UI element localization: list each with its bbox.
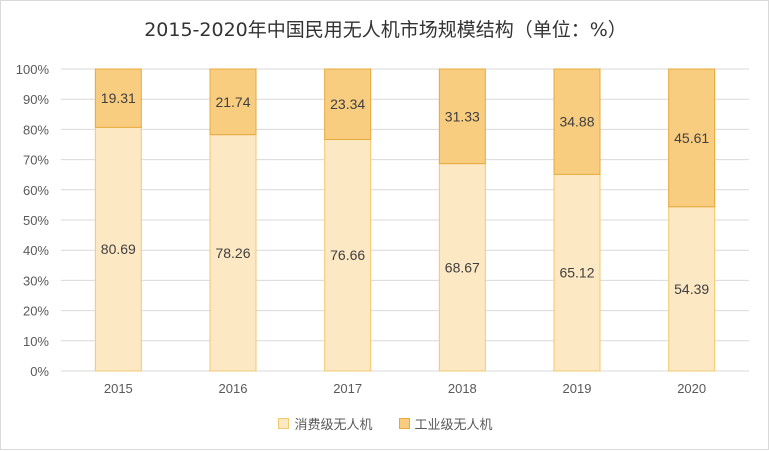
x-tick-label: 2015 (104, 381, 133, 396)
bar-industrial (668, 68, 716, 208)
x-tick-label: 2020 (677, 381, 706, 396)
data-label-consumer: 54.39 (674, 281, 709, 297)
x-tick-label: 2018 (448, 381, 477, 396)
data-label-industrial: 31.33 (445, 108, 480, 124)
bar-consumer (324, 138, 372, 372)
y-tick-label: 60% (23, 183, 49, 198)
legend: 消费级无人机 工业级无人机 (1, 414, 769, 433)
data-label-industrial: 19.31 (101, 90, 136, 106)
bar-consumer (668, 206, 716, 372)
data-label-consumer: 80.69 (101, 241, 136, 257)
data-label-industrial: 34.88 (559, 114, 594, 130)
bar-consumer (209, 134, 257, 372)
data-label-consumer: 78.26 (215, 245, 250, 261)
y-tick-label: 100% (16, 62, 50, 77)
data-label-consumer: 76.66 (330, 247, 365, 263)
y-tick-label: 40% (23, 243, 49, 258)
bar-industrial (553, 68, 601, 175)
y-tick-label: 20% (23, 304, 49, 319)
legend-item-industrial: 工业级无人机 (398, 414, 493, 433)
bar-industrial (94, 68, 142, 128)
bar-consumer (553, 173, 601, 372)
y-tick-label: 0% (30, 364, 49, 379)
legend-label-industrial: 工业级无人机 (414, 418, 493, 433)
data-label-consumer: 65.12 (559, 265, 594, 281)
data-label-industrial: 23.34 (330, 96, 365, 112)
y-tick-label: 70% (23, 153, 49, 168)
bar-industrial (324, 68, 372, 140)
data-label-consumer: 68.67 (445, 259, 480, 275)
legend-swatch-consumer (278, 418, 290, 429)
bar-consumer (438, 163, 486, 372)
chart-title: 2015-2020年中国民用无人机市场规模结构（单位：%） (144, 19, 627, 41)
y-tick-label: 30% (23, 273, 49, 288)
x-tick-label: 2019 (563, 381, 592, 396)
bar-consumer (94, 126, 142, 372)
legend-label-consumer: 消费级无人机 (294, 418, 373, 433)
y-tick-label: 80% (23, 122, 49, 137)
x-tick-label: 2016 (219, 381, 248, 396)
data-label-industrial: 45.61 (674, 130, 709, 146)
data-label-industrial: 21.74 (215, 94, 250, 110)
bar-industrial (438, 68, 486, 165)
y-tick-label: 90% (23, 92, 49, 107)
legend-swatch-industrial (398, 418, 410, 429)
legend-item-consumer: 消费级无人机 (278, 414, 373, 433)
bar-industrial (209, 68, 257, 136)
y-tick-label: 10% (23, 334, 49, 349)
y-tick-label: 50% (23, 213, 49, 228)
x-tick-label: 2017 (333, 381, 362, 396)
